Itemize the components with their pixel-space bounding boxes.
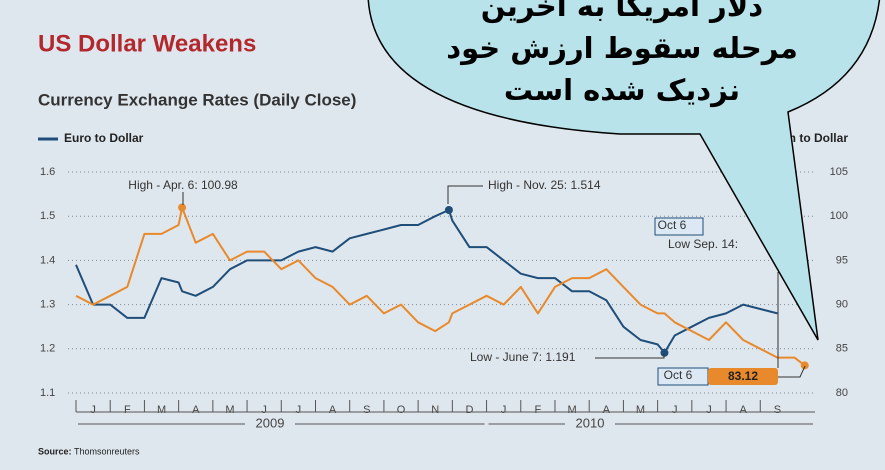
- point-marker: [800, 361, 809, 370]
- y-tick-label: 1.5: [40, 210, 55, 222]
- chart-title: US Dollar Weakens: [38, 30, 256, 57]
- source: Thomsonreuters: [74, 446, 140, 456]
- x-tick-label: N: [431, 404, 439, 416]
- x-tick-label: S: [774, 404, 781, 416]
- point-marker: [178, 203, 187, 212]
- callout-bubble: [367, 0, 881, 341]
- legend-label: Yen to Dollar: [775, 131, 849, 145]
- x-tick-label: S: [363, 404, 370, 416]
- value-label: 83.12: [728, 369, 758, 383]
- x-tick-label: F: [535, 404, 542, 416]
- y-tick-label: 1.3: [40, 299, 55, 311]
- y2-tick-label: 95: [836, 254, 848, 266]
- y2-tick-label: 100: [830, 210, 848, 222]
- x-tick-label: M: [568, 404, 577, 416]
- annotation: Oct 6: [664, 368, 693, 382]
- x-tick-label: M: [157, 404, 166, 416]
- x-tick-label: J: [501, 404, 507, 416]
- x-tick-label: M: [225, 404, 234, 416]
- x-tick-label: J: [261, 404, 267, 416]
- callout-text: دلار آمریکا به آخرین: [481, 0, 763, 23]
- year-label: 2010: [576, 415, 605, 430]
- annotation: Oct 6: [658, 218, 687, 232]
- y-tick-label: 1.4: [40, 254, 55, 266]
- y2-tick-label: 80: [836, 387, 848, 399]
- x-tick-label: J: [90, 404, 96, 416]
- point-marker: [444, 206, 453, 215]
- annotation: High - Nov. 25: 1.514: [488, 178, 601, 192]
- annotation: Low Sep. 14:: [668, 237, 738, 251]
- x-tick-label: F: [124, 404, 131, 416]
- annotation-leader: [778, 365, 806, 378]
- annotation-leader: [447, 185, 483, 204]
- year-label: 2009: [256, 415, 285, 430]
- y-tick-label: 1.1: [40, 387, 55, 399]
- legend-label: Euro to Dollar: [64, 131, 144, 145]
- annotation-box: [654, 217, 704, 236]
- annotation: Low - June 7: 1.191: [470, 350, 576, 364]
- callout-text: مرحله سقوط ارزش خود: [446, 31, 798, 65]
- callout-text: نزدیک شده است: [504, 73, 740, 107]
- x-tick-label: A: [329, 404, 337, 416]
- annotation-leader: [595, 354, 665, 359]
- x-tick-label: A: [739, 404, 747, 416]
- x-tick-label: J: [706, 404, 712, 416]
- x-tick-label: D: [465, 404, 473, 416]
- x-tick-label: O: [397, 404, 406, 416]
- y2-tick-label: 105: [830, 166, 848, 178]
- y-tick-label: 1.2: [40, 343, 55, 355]
- x-tick-label: A: [192, 404, 200, 416]
- y2-tick-label: 85: [836, 343, 848, 355]
- x-tick-label: M: [636, 404, 645, 416]
- y-tick-label: 1.6: [40, 166, 55, 178]
- point-marker: [660, 348, 669, 357]
- x-tick-label: J: [296, 404, 302, 416]
- chart-subtitle: Currency Exchange Rates (Daily Close): [38, 90, 356, 109]
- annotation: High - Apr. 6: 100.98: [128, 178, 238, 192]
- y2-tick-label: 90: [836, 299, 848, 311]
- x-tick-label: J: [672, 404, 678, 416]
- source-label: Source:: [38, 446, 72, 456]
- x-tick-label: A: [603, 404, 611, 416]
- series-line: [75, 206, 806, 367]
- value-box: [708, 368, 778, 385]
